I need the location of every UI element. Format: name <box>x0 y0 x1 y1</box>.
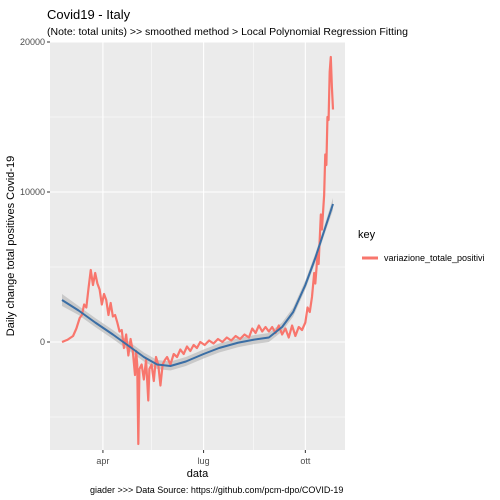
x-tick-label: lug <box>198 456 210 466</box>
y-axis-ticks: 0 10000 20000 <box>20 37 50 347</box>
grid-lines <box>50 41 345 450</box>
x-tick-label: apr <box>96 456 109 466</box>
series-layer <box>61 55 335 446</box>
y-tick-label: 10000 <box>20 187 45 197</box>
series-line-variazione-totale-positivi <box>61 55 335 446</box>
chart-title: Covid19 - Italy <box>47 7 131 22</box>
x-axis-ticks: apr lug ott <box>96 450 311 466</box>
plot-panel <box>50 42 345 450</box>
x-axis-title: data <box>187 468 209 480</box>
x-tick-label: ott <box>300 456 311 466</box>
chart-caption: giader >>> Data Source: https://github.c… <box>90 485 343 495</box>
legend-entry-label: variazione_totale_positivi <box>384 253 485 263</box>
smoothed-line <box>61 203 334 367</box>
legend: key variazione_totale_positivi <box>358 229 485 263</box>
chart-subtitle: (Note: total units) >> smoothed method >… <box>47 26 408 38</box>
y-tick-label: 0 <box>40 337 45 347</box>
legend-title: key <box>358 229 376 241</box>
y-axis-title: Daily change total positives Covid-19 <box>5 156 17 336</box>
y-tick-label: 20000 <box>20 37 45 47</box>
